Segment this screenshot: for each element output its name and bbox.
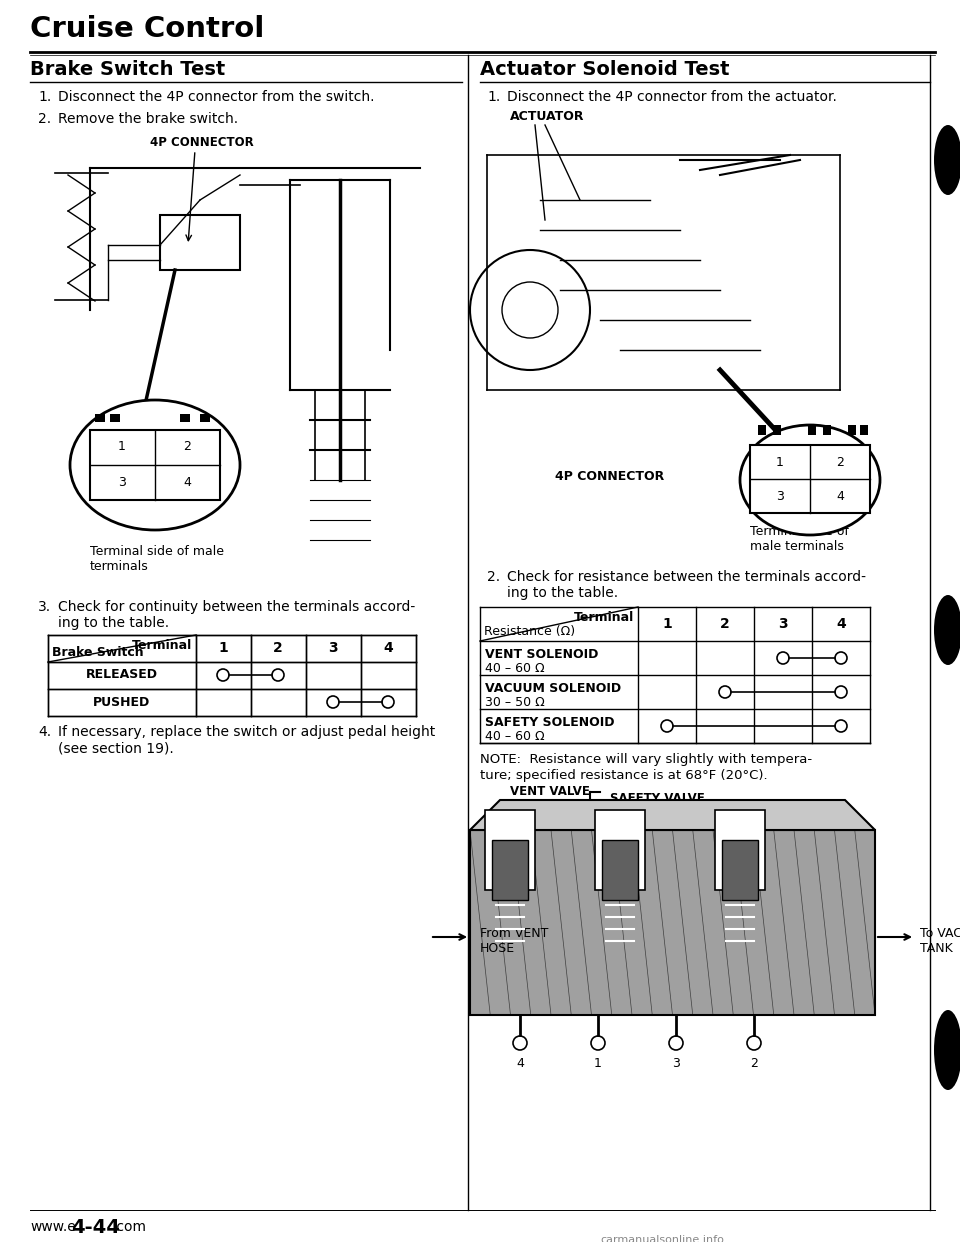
Text: Terminal: Terminal [132, 638, 192, 652]
Text: 40 – 60 Ω: 40 – 60 Ω [485, 662, 544, 674]
Text: 3: 3 [328, 641, 338, 655]
Text: 1: 1 [118, 441, 126, 453]
Text: TANK: TANK [920, 941, 952, 955]
Bar [180, 414, 190, 422]
Text: 3: 3 [118, 476, 126, 488]
Ellipse shape [934, 1010, 960, 1090]
Bar [808, 425, 816, 435]
Bar [485, 810, 535, 891]
Text: male terminals: male terminals [750, 540, 844, 553]
Bar [823, 425, 831, 435]
Text: 2: 2 [750, 1057, 758, 1071]
Text: Actuator Solenoid Test: Actuator Solenoid Test [480, 60, 730, 79]
Text: VENT VALVE: VENT VALVE [510, 785, 589, 799]
Bar [90, 430, 220, 501]
Text: Brake Switch Test: Brake Switch Test [30, 60, 226, 79]
Ellipse shape [934, 595, 960, 664]
Text: 3.: 3. [38, 600, 51, 614]
Text: Resistance (Ω): Resistance (Ω) [484, 625, 575, 638]
Text: 2: 2 [274, 641, 283, 655]
Text: 4: 4 [516, 1057, 524, 1071]
Text: Brake Switch: Brake Switch [52, 646, 144, 660]
Ellipse shape [70, 400, 240, 530]
Text: 3: 3 [672, 1057, 680, 1071]
Bar [773, 425, 781, 435]
Text: Terminal side of male: Terminal side of male [90, 545, 224, 558]
Text: 2: 2 [836, 456, 844, 468]
Bar [470, 830, 875, 1015]
Text: 1.: 1. [487, 89, 500, 104]
Text: VACUUM VALVE: VACUUM VALVE [700, 815, 802, 828]
Text: VENT SOLENOID: VENT SOLENOID [485, 648, 598, 661]
Text: NOTE:  Resistance will vary slightly with tempera-: NOTE: Resistance will vary slightly with… [480, 753, 812, 766]
Text: 4-44: 4-44 [71, 1218, 120, 1237]
Text: Cruise Control: Cruise Control [30, 15, 264, 43]
Text: Remove the brake switch.: Remove the brake switch. [58, 112, 238, 125]
Bar [492, 840, 528, 900]
Text: RELEASED: RELEASED [86, 668, 158, 682]
Text: PUSHED: PUSHED [93, 696, 151, 708]
Text: ture; specified resistance is at 68°F (20°C).: ture; specified resistance is at 68°F (2… [480, 769, 768, 782]
Text: If necessary, replace the switch or adjust pedal height: If necessary, replace the switch or adju… [58, 725, 435, 739]
Text: 2: 2 [720, 617, 730, 631]
Text: 2.: 2. [38, 112, 51, 125]
Bar [110, 414, 120, 422]
Ellipse shape [740, 425, 880, 535]
Text: From VENT: From VENT [480, 927, 548, 940]
Text: carmanualsonline.info: carmanualsonline.info [600, 1235, 724, 1242]
Text: 1: 1 [776, 456, 784, 468]
Text: 1: 1 [594, 1057, 602, 1071]
Text: 4P CONNECTOR: 4P CONNECTOR [150, 137, 253, 149]
Text: ing to the table.: ing to the table. [507, 586, 618, 600]
Text: To VACUUM: To VACUUM [920, 927, 960, 940]
Text: .com: .com [113, 1220, 147, 1235]
Text: 40 – 60 Ω: 40 – 60 Ω [485, 730, 544, 743]
Text: 2.: 2. [487, 570, 500, 584]
Text: Disconnect the 4P connector from the actuator.: Disconnect the 4P connector from the act… [507, 89, 837, 104]
Text: (see section 19).: (see section 19). [58, 741, 174, 755]
Text: Terminal side of: Terminal side of [750, 525, 849, 538]
Text: VACUUM SOLENOID: VACUUM SOLENOID [485, 682, 621, 696]
Bar [750, 445, 870, 513]
Bar [160, 215, 240, 270]
Text: 1: 1 [662, 617, 672, 631]
Bar [715, 810, 765, 891]
Bar [95, 414, 105, 422]
Bar [860, 425, 868, 435]
Bar [200, 414, 210, 422]
Bar [602, 840, 638, 900]
Text: 1: 1 [218, 641, 228, 655]
Text: Terminal: Terminal [574, 611, 634, 623]
Text: 4.: 4. [38, 725, 51, 739]
Bar [758, 425, 766, 435]
Text: Disconnect the 4P connector from the switch.: Disconnect the 4P connector from the swi… [58, 89, 374, 104]
Bar [848, 425, 856, 435]
Text: 4: 4 [836, 617, 846, 631]
Text: 4: 4 [183, 476, 191, 488]
Text: 1.: 1. [38, 89, 51, 104]
Text: Check for continuity between the terminals accord-: Check for continuity between the termina… [58, 600, 416, 614]
Text: SAFETY SOLENOID: SAFETY SOLENOID [485, 715, 614, 729]
Text: ing to the table.: ing to the table. [58, 616, 169, 630]
Text: 2: 2 [183, 441, 191, 453]
Text: 3: 3 [779, 617, 788, 631]
Bar [722, 840, 758, 900]
Bar [595, 810, 645, 891]
Text: SAFETY VALVE: SAFETY VALVE [610, 792, 705, 805]
Text: HOSE: HOSE [480, 941, 516, 955]
Text: 4P CONNECTOR: 4P CONNECTOR [555, 469, 664, 483]
Text: Check for resistance between the terminals accord-: Check for resistance between the termina… [507, 570, 866, 584]
Text: ACTUATOR: ACTUATOR [510, 111, 585, 123]
Text: 4: 4 [383, 641, 393, 655]
Text: terminals: terminals [90, 560, 149, 573]
Polygon shape [470, 800, 875, 830]
Ellipse shape [934, 125, 960, 195]
Text: 30 – 50 Ω: 30 – 50 Ω [485, 696, 544, 709]
Text: www.e: www.e [30, 1220, 76, 1235]
Text: 4: 4 [836, 489, 844, 503]
Text: 3: 3 [776, 489, 784, 503]
